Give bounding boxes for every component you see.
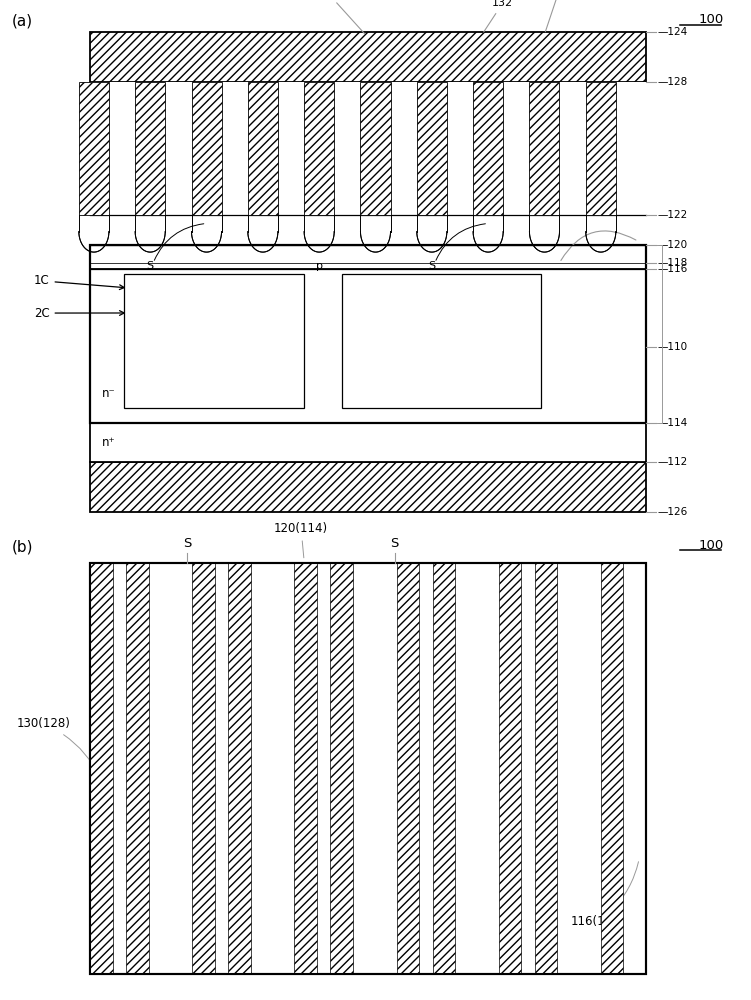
Text: (a): (a) (11, 13, 32, 28)
Polygon shape (90, 563, 646, 974)
Text: —112: —112 (658, 457, 688, 467)
Polygon shape (535, 563, 557, 974)
Polygon shape (473, 82, 503, 215)
Polygon shape (417, 82, 447, 215)
Polygon shape (304, 82, 334, 215)
Text: 100: 100 (698, 13, 724, 26)
Text: —116: —116 (658, 264, 688, 274)
Polygon shape (124, 274, 304, 408)
Polygon shape (126, 563, 149, 974)
Polygon shape (360, 82, 391, 215)
Text: p: p (315, 261, 323, 271)
Polygon shape (330, 563, 353, 974)
Polygon shape (90, 82, 646, 215)
Text: S: S (391, 537, 399, 550)
Text: 1C: 1C (34, 274, 124, 290)
Polygon shape (397, 563, 419, 974)
Text: p⁻: p⁻ (433, 333, 450, 348)
Text: S: S (183, 537, 192, 550)
Text: S: S (146, 261, 154, 271)
Polygon shape (90, 563, 113, 974)
Polygon shape (192, 82, 222, 215)
Text: 2C: 2C (34, 307, 124, 320)
Polygon shape (529, 82, 559, 215)
Polygon shape (90, 423, 646, 462)
Polygon shape (90, 462, 646, 512)
Polygon shape (79, 82, 109, 215)
Text: —114: —114 (658, 418, 688, 428)
Text: p⁻: p⁻ (205, 333, 223, 348)
Polygon shape (433, 563, 455, 974)
Text: S: S (428, 261, 436, 271)
Text: 130(128): 130(128) (17, 717, 100, 778)
Text: (b): (b) (11, 539, 33, 554)
Text: p⁺: p⁺ (319, 0, 365, 34)
Text: 120(114): 120(114) (274, 522, 328, 558)
Text: —122: —122 (658, 210, 688, 220)
Text: n⁻: n⁻ (102, 387, 116, 400)
Polygon shape (135, 82, 165, 215)
Polygon shape (90, 269, 646, 423)
Text: —118: —118 (658, 258, 688, 268)
Polygon shape (192, 563, 215, 974)
Text: 116(118): 116(118) (571, 862, 638, 928)
Polygon shape (601, 563, 623, 974)
Text: 100: 100 (698, 539, 724, 552)
Text: n⁺: n⁺ (102, 436, 116, 449)
Text: —124: —124 (658, 27, 688, 37)
Polygon shape (90, 32, 646, 82)
Polygon shape (294, 563, 317, 974)
Text: 132: 132 (484, 0, 513, 32)
Text: —128: —128 (658, 77, 688, 87)
Polygon shape (499, 563, 521, 974)
Polygon shape (342, 274, 541, 408)
Polygon shape (228, 563, 251, 974)
Text: 130: 130 (545, 0, 573, 32)
Text: —126: —126 (658, 507, 688, 517)
Polygon shape (586, 82, 616, 215)
Text: —110: —110 (658, 342, 688, 352)
Text: —120: —120 (658, 240, 688, 250)
Polygon shape (248, 82, 278, 215)
